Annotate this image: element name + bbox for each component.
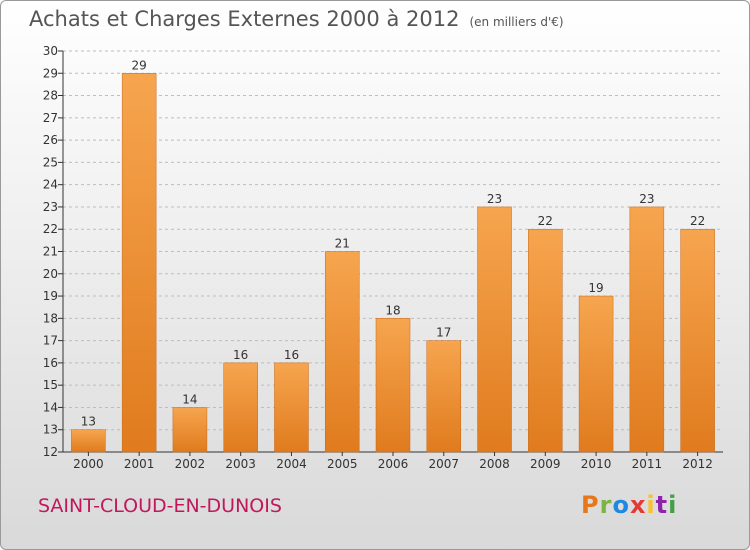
logo-letter: i xyxy=(646,491,656,519)
y-tick-label: 23 xyxy=(43,200,58,214)
y-tick-label: 18 xyxy=(43,311,58,325)
bar-value-label: 19 xyxy=(588,281,603,295)
y-tick-label: 28 xyxy=(43,89,58,103)
bar-value-label: 29 xyxy=(132,58,147,72)
logo-letter: P xyxy=(581,491,600,519)
bar-value-label: 14 xyxy=(182,392,197,406)
y-tick-label: 27 xyxy=(43,111,58,125)
x-tick-label: 2008 xyxy=(479,457,510,471)
logo-letter: i xyxy=(668,491,678,519)
bar xyxy=(426,340,462,453)
bar-value-label: 23 xyxy=(487,192,502,206)
x-tick-label: 2011 xyxy=(632,457,663,471)
bar-value-label: 13 xyxy=(81,415,96,429)
x-tick-label: 2012 xyxy=(682,457,713,471)
bar xyxy=(375,318,411,453)
x-tick-label: 2001 xyxy=(124,457,155,471)
bar xyxy=(223,362,258,453)
bar-value-label: 18 xyxy=(385,303,400,317)
x-tick-label: 2009 xyxy=(530,457,561,471)
logo-letter: r xyxy=(599,491,613,519)
bar xyxy=(629,206,665,453)
bar xyxy=(324,251,360,453)
logo-letter: o xyxy=(612,491,630,519)
x-tick-label: 2002 xyxy=(175,457,206,471)
bar xyxy=(121,73,157,453)
logo-letter: t xyxy=(655,491,669,519)
x-tick-label: 2003 xyxy=(225,457,256,471)
y-tick-label: 25 xyxy=(43,155,58,169)
bar-value-label: 17 xyxy=(436,326,451,340)
x-tick-label: 2007 xyxy=(428,457,459,471)
x-tick-label: 2000 xyxy=(73,457,104,471)
bar xyxy=(528,228,563,453)
bar-value-label: 23 xyxy=(639,192,654,206)
y-tick-label: 13 xyxy=(43,423,58,437)
bar xyxy=(578,295,614,453)
y-tick-label: 17 xyxy=(43,334,58,348)
chart-title: Achats et Charges Externes 2000 à 2012 (e… xyxy=(29,7,564,31)
bar-value-label: 16 xyxy=(284,348,299,362)
y-tick-label: 21 xyxy=(43,245,58,259)
proxiti-logo: Proxiti xyxy=(581,491,677,519)
bar xyxy=(274,362,309,453)
commune-name: SAINT-CLOUD-EN-DUNOIS xyxy=(38,495,282,517)
x-tick-label: 2006 xyxy=(378,457,409,471)
bar xyxy=(172,407,208,453)
bar xyxy=(477,206,512,453)
chart-title-text: Achats et Charges Externes 2000 à 2012 xyxy=(29,7,460,31)
y-tick-label: 29 xyxy=(43,66,58,80)
x-tick-label: 2004 xyxy=(276,457,307,471)
bar-value-label: 16 xyxy=(233,348,248,362)
bar-value-label: 21 xyxy=(335,237,350,251)
bar xyxy=(680,228,715,453)
y-tick-label: 30 xyxy=(43,44,58,58)
bar-value-label: 22 xyxy=(538,214,553,228)
y-tick-label: 24 xyxy=(43,178,58,192)
y-tick-label: 26 xyxy=(43,133,58,147)
chart-subtitle: (en milliers d'€) xyxy=(469,15,564,29)
y-tick-label: 16 xyxy=(43,356,58,370)
bar xyxy=(71,429,106,453)
y-tick-label: 20 xyxy=(43,267,58,281)
y-tick-label: 22 xyxy=(43,222,58,236)
y-tick-label: 14 xyxy=(43,400,58,414)
y-tick-label: 19 xyxy=(43,289,58,303)
x-tick-label: 2010 xyxy=(581,457,612,471)
x-tick-label: 2005 xyxy=(327,457,358,471)
y-tick-label: 12 xyxy=(43,445,58,459)
bar-value-label: 22 xyxy=(690,214,705,228)
logo-letter: x xyxy=(629,491,647,519)
y-tick-label: 15 xyxy=(43,378,58,392)
